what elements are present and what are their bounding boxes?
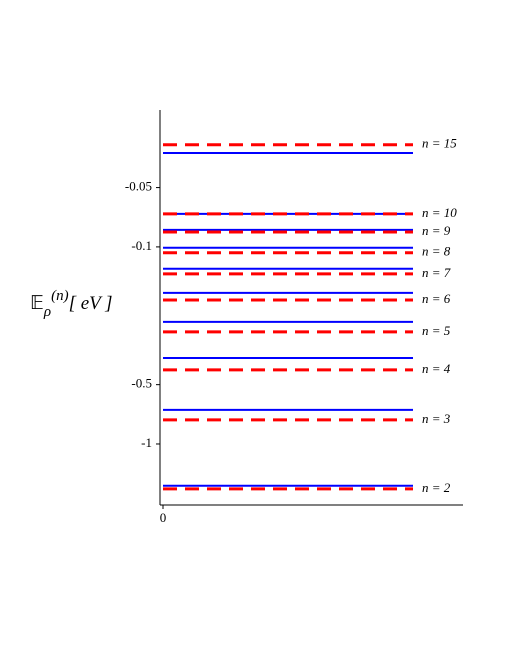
level-label: n = 4	[422, 361, 451, 376]
level-label: n = 15	[422, 136, 457, 151]
y-tick-label: -0.5	[131, 376, 152, 391]
y-axis-label: 𝔼ρ(n)[ eV ]	[30, 288, 113, 320]
y-label-unit: [ eV ]	[69, 293, 113, 314]
level-label: n = 3	[422, 411, 451, 426]
level-label: n = 10	[422, 205, 457, 220]
level-label: n = 6	[422, 291, 451, 306]
y-label-subscript: ρ	[43, 304, 51, 320]
y-label-superscript: (n)	[51, 288, 69, 304]
level-label: n = 8	[422, 244, 451, 259]
level-label: n = 2	[422, 480, 451, 495]
level-label: n = 5	[422, 323, 451, 338]
x-tick-label: 0	[160, 510, 167, 525]
y-tick-label: -1	[141, 435, 152, 450]
level-label: n = 7	[422, 265, 451, 280]
y-tick-label: -0.1	[131, 238, 152, 253]
y-tick-label: -0.05	[125, 179, 152, 194]
level-label: n = 9	[422, 223, 451, 238]
y-label-symbol: 𝔼	[30, 293, 44, 314]
